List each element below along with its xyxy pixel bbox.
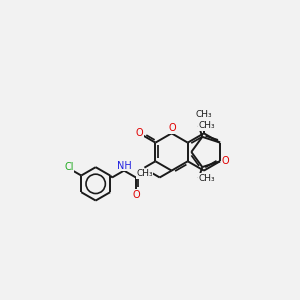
Text: CH₃: CH₃	[198, 174, 215, 183]
Text: Cl: Cl	[64, 162, 74, 172]
Text: CH₃: CH₃	[136, 169, 153, 178]
Text: O: O	[132, 190, 140, 200]
Text: CH₃: CH₃	[196, 110, 212, 119]
Text: O: O	[169, 123, 176, 134]
Text: NH: NH	[117, 161, 131, 171]
Text: O: O	[136, 128, 143, 138]
Text: O: O	[221, 156, 229, 166]
Text: CH₃: CH₃	[198, 121, 215, 130]
